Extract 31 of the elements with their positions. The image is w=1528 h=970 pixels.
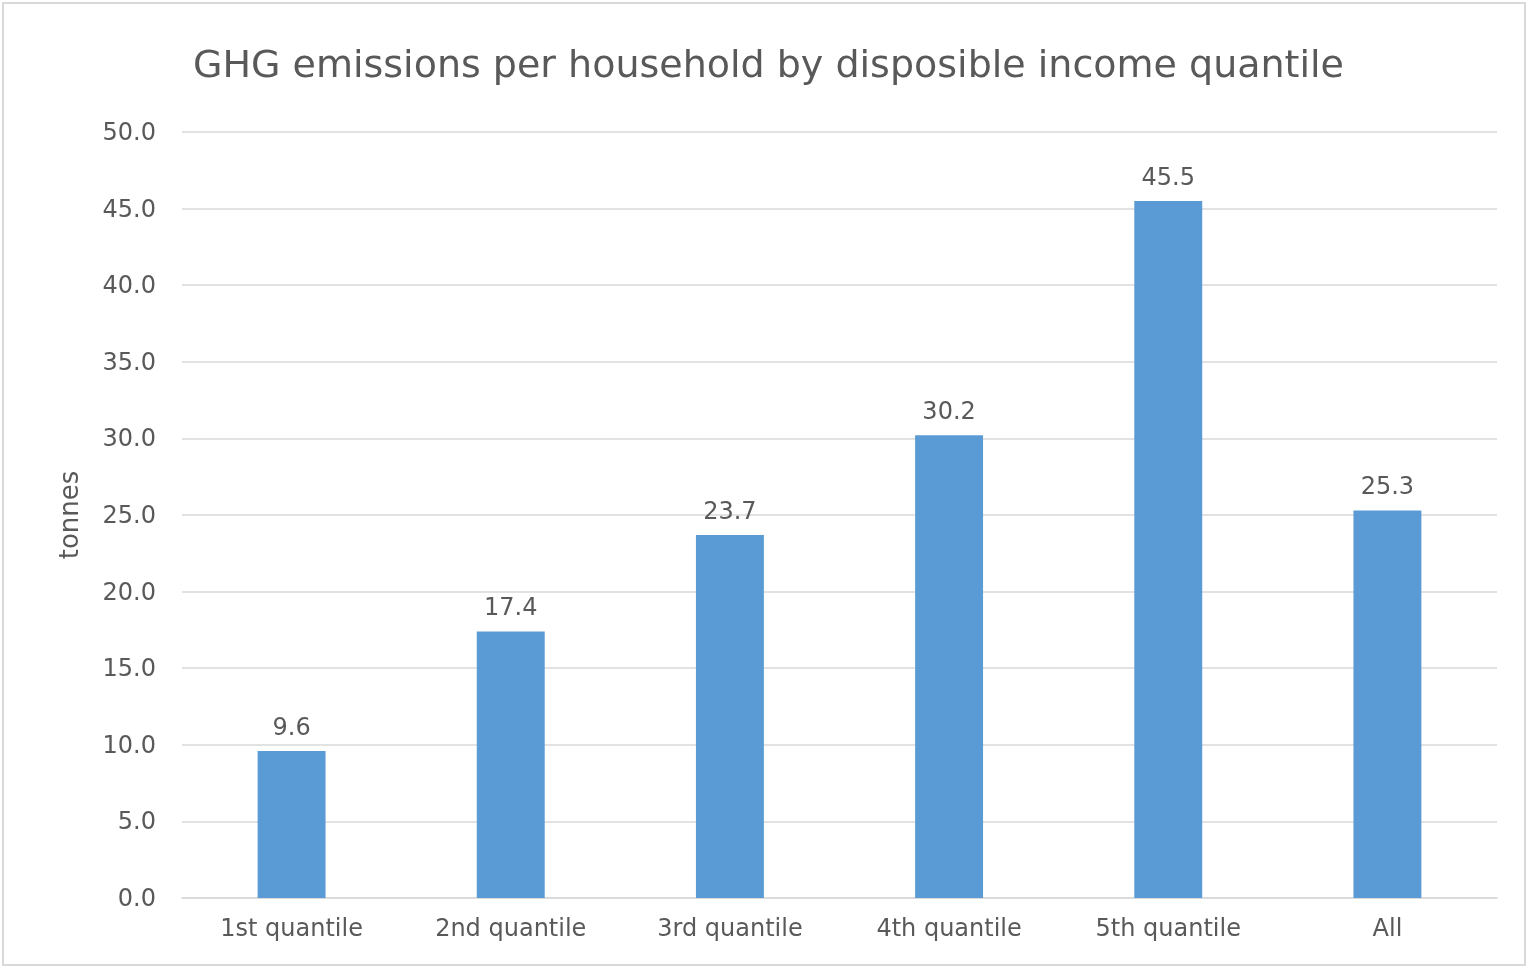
x-tick-label: 3rd quantile [657,914,803,942]
bar [1353,510,1422,898]
y-axis-title: tonnes [54,470,84,560]
y-tick-label: 10.0 [102,730,156,759]
x-tick-label: All [1372,914,1403,942]
data-label: 9.6 [272,712,311,741]
data-label: 30.2 [922,397,976,426]
y-tick-label: 35.0 [102,347,156,376]
x-tick-label: 2nd quantile [435,914,587,942]
data-label: 17.4 [484,593,538,622]
x-tick-label: 1st quantile [220,914,363,942]
bar [915,435,984,898]
x-tick-label: 4th quantile [876,914,1022,942]
x-tick-label: 5th quantile [1095,914,1241,942]
chart-title: GHG emissions per household by disposible income quantile [193,42,1345,86]
data-label: 45.5 [1141,162,1195,191]
y-tick-label: 40.0 [102,271,156,300]
y-tick-label: 15.0 [102,654,156,683]
y-tick-label: 20.0 [102,577,156,606]
y-tick-label: 25.0 [102,501,156,529]
y-tick-label: 45.0 [102,194,156,223]
y-tick-label: 30.0 [102,424,156,453]
y-tick-label: 5.0 [117,807,156,836]
bar [1134,200,1203,898]
y-tick-label: 0.0 [117,884,156,912]
bar [257,750,326,898]
data-label: 23.7 [703,496,757,525]
data-label: 25.3 [1360,472,1415,501]
bar [695,534,764,898]
bar [476,631,545,898]
y-tick-label: 50.0 [102,118,156,146]
